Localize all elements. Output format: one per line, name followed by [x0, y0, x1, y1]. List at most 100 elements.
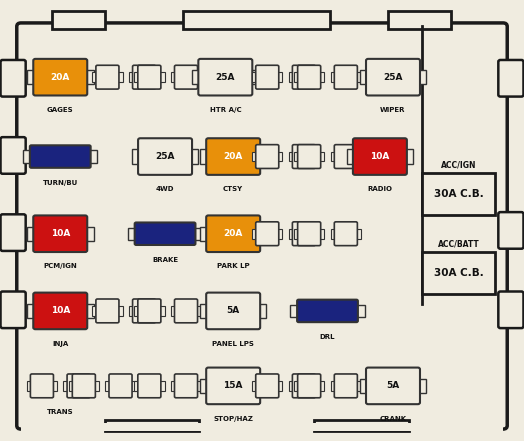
Bar: [94, 381, 99, 391]
Bar: [331, 229, 336, 239]
Bar: [89, 381, 94, 391]
FancyBboxPatch shape: [256, 145, 279, 168]
Bar: [23, 150, 31, 163]
Text: TURN/BU: TURN/BU: [42, 180, 78, 186]
Bar: [200, 149, 209, 164]
Bar: [134, 381, 139, 391]
Bar: [117, 72, 123, 82]
Bar: [277, 72, 282, 82]
FancyBboxPatch shape: [1, 137, 26, 174]
Bar: [331, 72, 336, 82]
FancyBboxPatch shape: [174, 374, 198, 398]
Bar: [289, 152, 294, 161]
Bar: [159, 381, 165, 391]
FancyBboxPatch shape: [334, 65, 357, 89]
Text: 20A: 20A: [224, 229, 243, 238]
Text: ACC/BATT: ACC/BATT: [438, 240, 479, 249]
FancyBboxPatch shape: [498, 292, 523, 328]
Bar: [105, 381, 111, 391]
Text: HTR A/C: HTR A/C: [210, 107, 241, 113]
FancyBboxPatch shape: [298, 65, 321, 89]
Bar: [250, 70, 259, 84]
FancyBboxPatch shape: [206, 138, 260, 175]
FancyBboxPatch shape: [256, 222, 279, 246]
FancyBboxPatch shape: [298, 374, 321, 398]
FancyBboxPatch shape: [96, 65, 119, 89]
Bar: [294, 72, 299, 82]
Bar: [200, 379, 209, 393]
FancyBboxPatch shape: [34, 293, 87, 329]
Text: STOP/HAZ: STOP/HAZ: [213, 415, 253, 422]
FancyBboxPatch shape: [96, 299, 119, 323]
FancyBboxPatch shape: [334, 374, 357, 398]
Bar: [252, 381, 257, 391]
Bar: [69, 381, 74, 391]
Bar: [200, 227, 209, 241]
Bar: [52, 381, 57, 391]
Bar: [356, 152, 361, 161]
Text: PARK LP: PARK LP: [217, 263, 249, 269]
Bar: [200, 304, 209, 318]
Bar: [159, 72, 165, 82]
FancyBboxPatch shape: [109, 374, 132, 398]
FancyBboxPatch shape: [206, 368, 260, 404]
Bar: [27, 227, 36, 241]
Bar: [190, 149, 198, 164]
Text: 25A: 25A: [155, 152, 175, 161]
Bar: [319, 381, 324, 391]
Text: GAGES: GAGES: [47, 107, 73, 113]
Bar: [154, 306, 159, 316]
Bar: [331, 152, 336, 161]
FancyBboxPatch shape: [72, 374, 95, 398]
Bar: [27, 70, 36, 84]
Bar: [130, 381, 136, 391]
Bar: [319, 152, 324, 161]
Bar: [194, 228, 202, 240]
Bar: [63, 381, 69, 391]
FancyBboxPatch shape: [256, 65, 279, 89]
Bar: [314, 72, 319, 82]
Bar: [319, 72, 324, 82]
Text: CTSY: CTSY: [223, 186, 243, 192]
Text: 30A C.B.: 30A C.B.: [434, 189, 483, 199]
Bar: [171, 381, 176, 391]
Text: 4WD: 4WD: [156, 186, 174, 192]
Bar: [359, 70, 368, 84]
FancyBboxPatch shape: [334, 145, 357, 168]
FancyBboxPatch shape: [133, 65, 156, 89]
Bar: [277, 381, 282, 391]
Bar: [258, 149, 266, 164]
Bar: [105, 420, 199, 431]
FancyBboxPatch shape: [498, 212, 523, 249]
Bar: [85, 227, 93, 241]
Bar: [314, 229, 319, 239]
Bar: [171, 72, 176, 82]
Bar: [252, 72, 257, 82]
Text: 20A: 20A: [51, 73, 70, 82]
FancyBboxPatch shape: [334, 222, 357, 246]
Bar: [117, 306, 123, 316]
Text: 5A: 5A: [386, 381, 400, 390]
FancyBboxPatch shape: [292, 65, 315, 89]
Text: 15A: 15A: [223, 381, 243, 390]
Text: RADIO: RADIO: [367, 186, 392, 192]
Text: CRANK: CRANK: [379, 415, 407, 422]
FancyBboxPatch shape: [198, 59, 253, 95]
Text: WIPER: WIPER: [380, 107, 406, 113]
Bar: [356, 381, 361, 391]
Bar: [196, 72, 201, 82]
Bar: [252, 152, 257, 161]
Bar: [356, 305, 365, 317]
Bar: [258, 227, 266, 241]
FancyBboxPatch shape: [292, 222, 315, 246]
Bar: [129, 306, 134, 316]
FancyBboxPatch shape: [1, 214, 26, 251]
Bar: [192, 70, 200, 84]
Bar: [85, 304, 93, 318]
FancyBboxPatch shape: [30, 145, 91, 168]
Bar: [294, 152, 299, 161]
FancyBboxPatch shape: [135, 223, 195, 245]
FancyBboxPatch shape: [138, 138, 192, 175]
Text: PANEL LPS: PANEL LPS: [212, 340, 254, 347]
Bar: [196, 306, 201, 316]
